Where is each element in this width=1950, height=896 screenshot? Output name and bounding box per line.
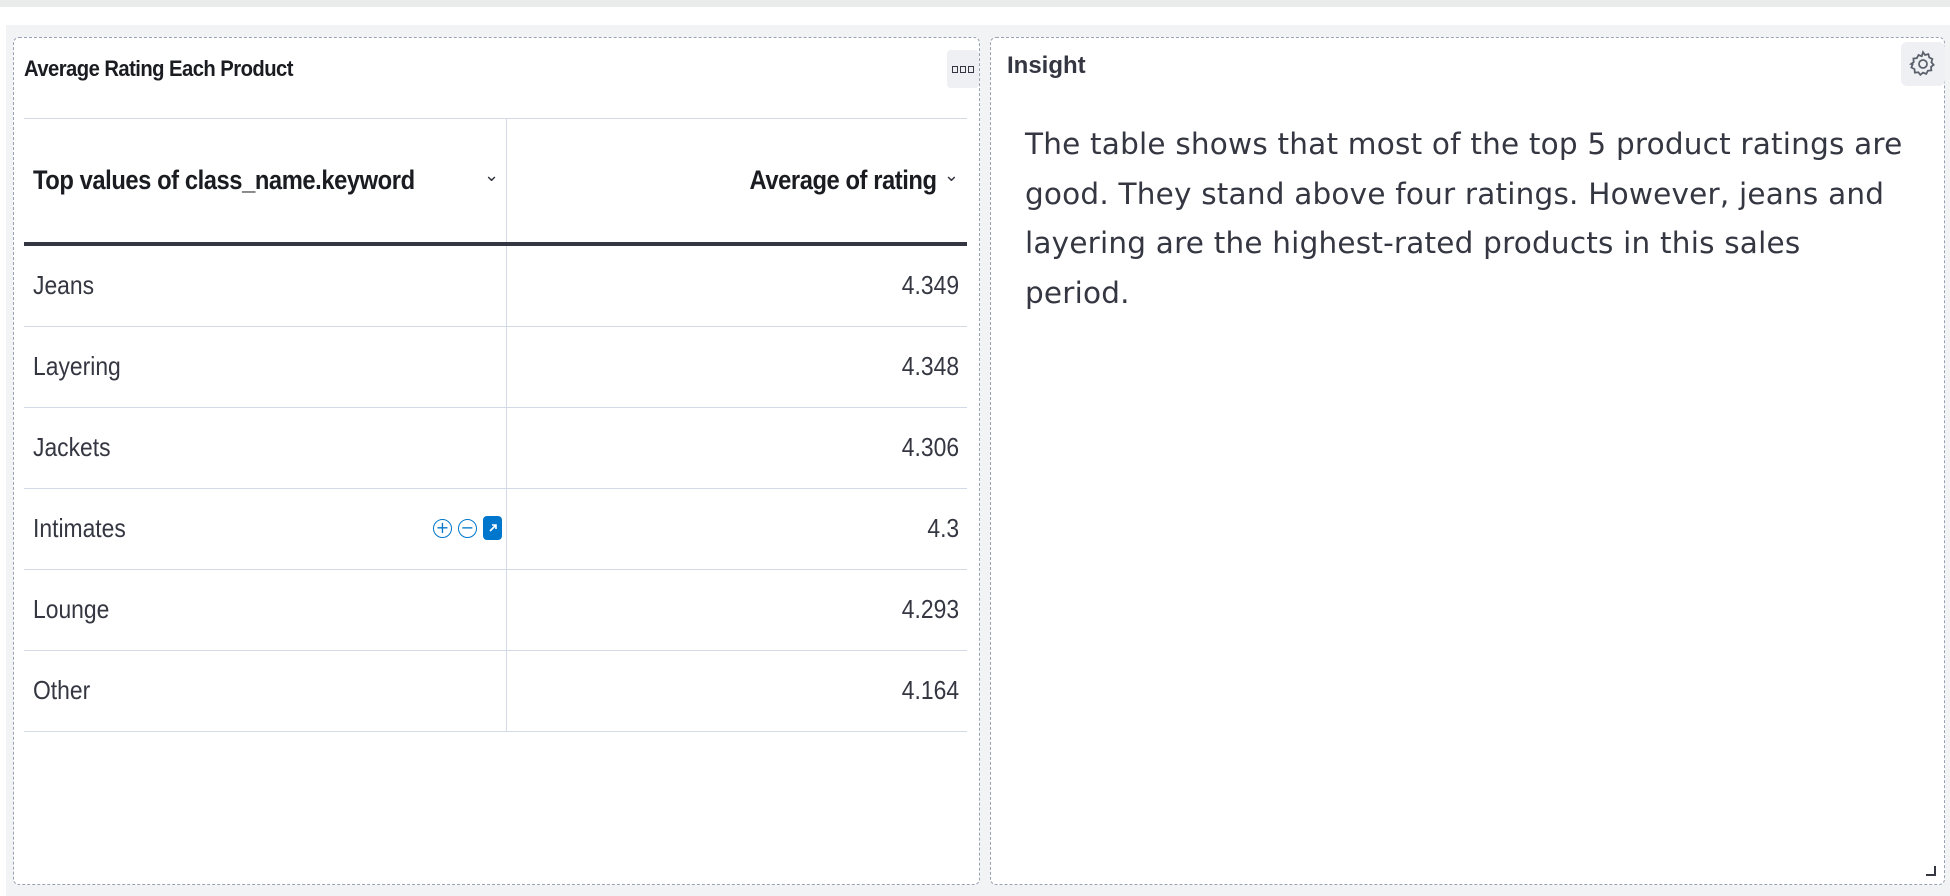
insight-title: Insight <box>1007 52 1086 79</box>
cell-average-rating[interactable]: 4.164 <box>901 675 959 705</box>
cell-average-rating[interactable]: 4.3 <box>927 513 959 543</box>
panel-title: Average Rating Each Product <box>24 56 293 81</box>
column-header-average-rating[interactable]: Average of rating <box>749 165 937 195</box>
cell-class-name[interactable]: Intimates <box>33 513 126 543</box>
table-row: Lounge 4.293 <box>24 570 967 651</box>
cell-class-name[interactable]: Jeans <box>33 270 95 300</box>
settings-button[interactable] <box>1901 42 1945 86</box>
cell-class-name[interactable]: Layering <box>33 351 121 381</box>
column-divider <box>506 570 507 650</box>
expand-cell-icon[interactable] <box>483 516 502 540</box>
column-divider <box>506 327 507 407</box>
column-divider <box>506 119 507 242</box>
filter-out-icon[interactable]: − <box>458 518 477 538</box>
insight-text: The table shows that most of the top 5 p… <box>1025 127 1903 310</box>
panel-menu-button[interactable] <box>947 50 979 88</box>
table-body: Jeans 4.349 Layering 4.348 Jackets 4.306 Intim… <box>24 246 967 732</box>
table-row: Jeans 4.349 <box>24 246 967 327</box>
chevron-down-icon[interactable]: ⌄ <box>943 165 959 185</box>
cell-actions: + − <box>433 516 502 540</box>
gear-icon <box>1908 50 1935 77</box>
table-row: Layering 4.348 <box>24 327 967 408</box>
filter-in-icon[interactable]: + <box>433 518 452 538</box>
cell-average-rating[interactable]: 4.293 <box>901 594 959 624</box>
table-header: Top values of class_name.keyword ⌄ Avera… <box>24 118 967 246</box>
column-header-class-name[interactable]: Top values of class_name.keyword <box>33 165 415 195</box>
resize-handle-icon[interactable] <box>1926 866 1936 876</box>
insight-panel: Insight The table shows that most of the… <box>990 37 1945 885</box>
table-panel: Average Rating Each Product Top values o… <box>13 37 980 885</box>
cell-class-name[interactable]: Other <box>33 675 91 705</box>
column-divider <box>506 489 507 569</box>
cell-class-name[interactable]: Jackets <box>33 432 111 462</box>
cell-average-rating[interactable]: 4.349 <box>901 270 959 300</box>
top-bar <box>0 0 1950 7</box>
column-divider <box>506 651 507 731</box>
table-row: Intimates + − 4.3 <box>24 489 967 570</box>
panel-menu-icon <box>952 65 958 73</box>
data-table: Top values of class_name.keyword ⌄ Avera… <box>24 118 967 732</box>
cell-average-rating[interactable]: 4.348 <box>901 351 959 381</box>
table-row: Jackets 4.306 <box>24 408 967 489</box>
column-divider <box>506 246 507 326</box>
cell-class-name[interactable]: Lounge <box>33 594 110 624</box>
cell-average-rating[interactable]: 4.306 <box>901 432 959 462</box>
chevron-down-icon[interactable]: ⌄ <box>484 165 500 185</box>
column-divider <box>506 408 507 488</box>
table-row: Other 4.164 <box>24 651 967 732</box>
